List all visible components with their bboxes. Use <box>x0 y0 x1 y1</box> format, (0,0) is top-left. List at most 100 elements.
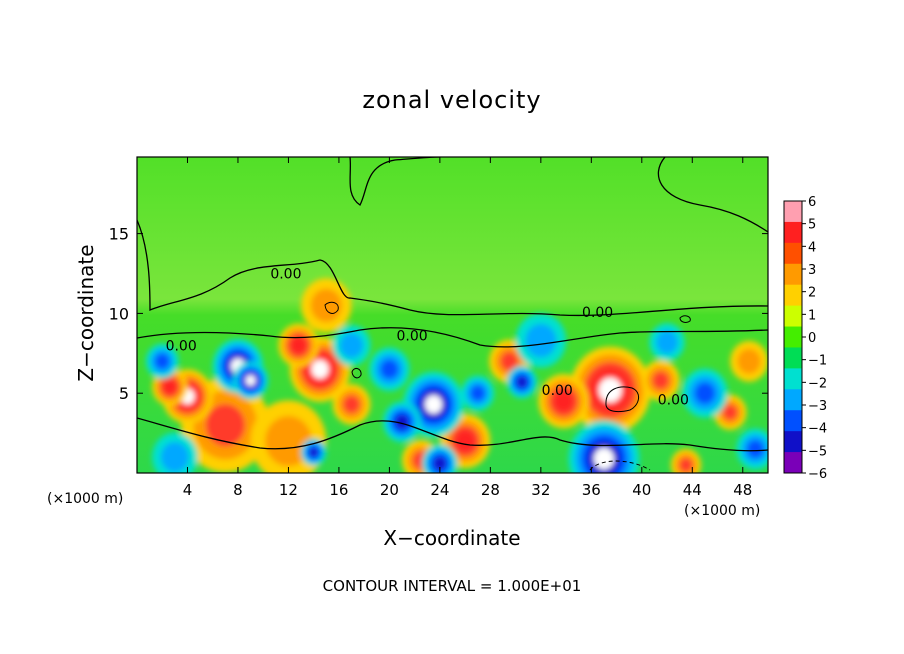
contour-label-4: 0.00 <box>582 305 613 321</box>
colorbar-swatch <box>784 389 802 411</box>
colorbar: 6 5 4 3 2 1 0 −1 −2 −3 −4 −5 −6 <box>783 195 827 482</box>
velocity-blob-33 <box>515 313 567 368</box>
y-axis-ticks: 5 10 15 <box>109 225 768 403</box>
colorbar-tick-label: −2 <box>808 376 827 391</box>
x-tick-label: 40 <box>632 481 651 499</box>
velocity-blob-level <box>291 337 306 353</box>
velocity-blob-27 <box>422 444 458 473</box>
colorbar-tick-label: 4 <box>808 240 816 255</box>
x-tick-label: 24 <box>430 481 449 499</box>
velocity-blob-29 <box>145 343 179 379</box>
zero-contour-small-3 <box>679 315 691 323</box>
colorbar-labels: 6 5 4 3 2 1 0 −1 −2 −3 −4 −5 −6 <box>802 195 827 482</box>
velocity-field <box>145 278 768 473</box>
velocity-blob-level <box>310 288 342 323</box>
velocity-blob-24 <box>506 365 538 399</box>
velocity-blob-26 <box>568 420 640 473</box>
velocity-blob-level <box>433 456 447 471</box>
colorbar-tick-label: −6 <box>808 467 827 482</box>
dashed-contour <box>589 460 651 471</box>
velocity-blob-3 <box>301 278 352 333</box>
velocity-blob-level <box>163 380 176 394</box>
colorbar-swatch <box>784 368 802 390</box>
y-tick-label: 15 <box>109 225 129 244</box>
x-unit-label-right: (×1000 m) <box>684 503 761 519</box>
colorbar-tick-label: 3 <box>808 263 816 278</box>
velocity-blob-20 <box>232 361 269 400</box>
velocity-blob-level <box>311 359 329 379</box>
velocity-blob-8 <box>332 384 371 425</box>
velocity-blob-22 <box>383 401 421 443</box>
contour-label-5: 0.00 <box>542 383 573 399</box>
x-tick-label: 28 <box>481 481 500 499</box>
zero-contour-middle <box>137 327 768 348</box>
velocity-blob-level <box>746 440 764 459</box>
velocity-blob-13 <box>538 374 589 429</box>
velocity-blob-level <box>456 431 474 451</box>
colorbar-swatch <box>784 452 802 474</box>
velocity-blob-level <box>679 457 693 473</box>
chart-title: zonal velocity <box>362 86 542 114</box>
velocity-blob-level <box>339 332 364 358</box>
colorbar-swatch <box>784 326 802 348</box>
velocity-blob-level <box>554 391 573 411</box>
colorbar-swatch <box>784 284 802 307</box>
x-tick-label: 44 <box>683 481 702 499</box>
velocity-blob-level <box>694 382 715 405</box>
plot-frame <box>136 156 769 474</box>
x-tick-label: 36 <box>582 481 601 499</box>
velocity-blob-level <box>500 351 519 371</box>
colorbar-tick-label: −1 <box>808 354 827 369</box>
velocity-blob-level <box>656 330 678 354</box>
zero-contour-small-2 <box>351 367 362 379</box>
velocity-blob-level <box>265 416 312 467</box>
velocity-blob-14 <box>641 360 680 401</box>
x-tick-label: 32 <box>531 481 550 499</box>
velocity-blob-level <box>424 395 443 414</box>
heatmap-plot-area: 0.000.000.000.000.000.00 4 8 12 16 20 24 28 32 3… <box>109 156 769 499</box>
colorbar-swatch <box>784 305 802 328</box>
x-tick-label: 20 <box>380 481 399 499</box>
zero-contour-upper <box>137 219 768 317</box>
contour-label-3: 0.00 <box>397 329 428 345</box>
colorbar-tick-label: 2 <box>808 286 816 301</box>
colorbar-tick-label: −4 <box>808 422 827 437</box>
colorbar-swatch <box>784 242 802 265</box>
velocity-blob-level <box>593 447 615 470</box>
velocity-blob-level <box>395 414 409 430</box>
contour-interval-note: CONTOUR INTERVAL = 1.000E+01 <box>322 577 582 595</box>
colorbar-swatch <box>784 431 802 453</box>
zero-contour-top <box>349 157 441 206</box>
contour-label-6: 0.00 <box>658 393 689 409</box>
zero-contour-lower <box>137 417 768 452</box>
zero-contours <box>137 157 768 471</box>
velocity-blob-level <box>598 377 622 403</box>
y-tick-label: 5 <box>119 384 129 403</box>
velocity-blob-level <box>380 359 399 379</box>
y-axis-label: Z−coordinate <box>74 244 98 382</box>
velocity-blob-32 <box>736 428 768 470</box>
x-tick-label: 48 <box>733 481 752 499</box>
x-unit-label-left: (×1000 m) <box>47 491 124 507</box>
zero-contour-loop <box>605 386 639 413</box>
x-tick-label: 12 <box>279 481 298 499</box>
velocity-blob-level <box>722 404 738 421</box>
velocity-blob-30 <box>682 368 728 418</box>
velocity-blob-level <box>525 323 557 358</box>
x-tick-label: 8 <box>233 481 243 499</box>
velocity-blob-17 <box>670 448 702 473</box>
velocity-blob-level <box>245 375 256 386</box>
colorbar-swatch <box>784 410 802 432</box>
velocity-blob-level <box>160 442 189 473</box>
x-axis-ticks: 4 8 12 16 20 24 28 32 36 40 44 48 <box>183 157 752 499</box>
velocity-blob-35 <box>332 324 371 366</box>
velocity-blob-31 <box>649 323 685 362</box>
velocity-blob-25 <box>461 375 495 411</box>
velocity-blob-level <box>309 447 319 457</box>
colorbar-swatch <box>784 263 802 286</box>
velocity-blob-7 <box>278 323 319 368</box>
colorbar-swatch <box>784 221 802 244</box>
x-tick-label: 16 <box>329 481 348 499</box>
colorbar-tick-label: 5 <box>808 218 816 233</box>
